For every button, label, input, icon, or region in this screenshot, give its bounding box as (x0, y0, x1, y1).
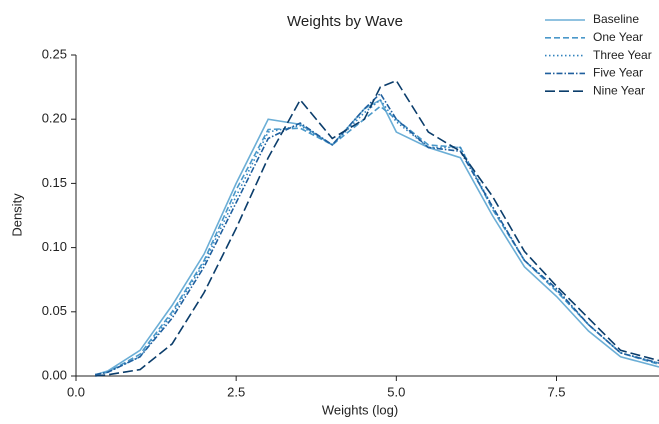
series-line (95, 105, 659, 376)
y-tick-label: 0.15 (42, 175, 67, 190)
y-tick-label: 0.10 (42, 239, 67, 254)
legend-label: Nine Year (593, 83, 645, 97)
x-tick-label: 5.0 (387, 384, 405, 399)
series-line (95, 79, 659, 377)
chart-title: Weights by Wave (287, 13, 403, 30)
y-axis-label: Density (9, 193, 24, 237)
y-tick-label: 0.25 (42, 46, 67, 61)
legend-label: Three Year (593, 48, 652, 62)
series-line (95, 98, 659, 376)
series-line (94, 98, 659, 376)
y-tick-label: 0.05 (42, 303, 67, 318)
y-tick-label: 0.20 (42, 111, 67, 126)
x-tick-label: 2.5 (227, 384, 245, 399)
x-axis-label: Weights (log) (322, 402, 398, 417)
legend-label: Baseline (593, 12, 639, 26)
x-tick-label: 7.5 (547, 384, 565, 399)
legend-label: One Year (593, 30, 643, 44)
y-tick-label: 0.00 (42, 367, 67, 382)
legend-label: Five Year (593, 66, 643, 80)
series-line (95, 92, 659, 376)
x-tick-label: 0.0 (67, 384, 85, 399)
